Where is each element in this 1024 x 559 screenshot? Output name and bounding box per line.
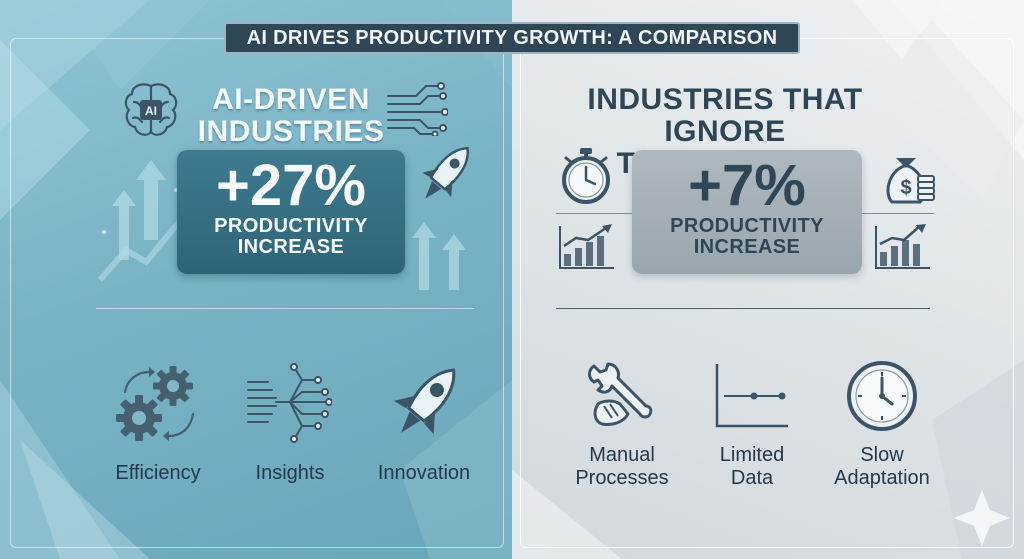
rocket-header-icon — [422, 146, 469, 199]
right-stat-box: +7% PRODUCTIVITY INCREASE — [632, 150, 862, 274]
left-heading-line1: AI-DRIVEN — [212, 83, 370, 116]
feature-label-manual-line1: Manual — [589, 444, 655, 466]
right-divider — [556, 308, 930, 309]
stopwatch-icon — [562, 148, 610, 204]
left-stat-label-line1: PRODUCTIVITY — [214, 215, 368, 237]
small-bar-chart-left-icon — [559, 224, 614, 269]
right-heading-line1: INDUSTRIES THAT — [587, 83, 863, 116]
feature-label-insights: Insights — [255, 462, 325, 484]
growth-arrows-icon — [97, 160, 186, 282]
right-stat-value: +7% — [688, 153, 806, 218]
circuit-network-icon — [247, 363, 332, 443]
feature-label-innovation: Innovation — [377, 462, 471, 484]
flat-line-chart-icon — [715, 364, 788, 428]
left-stat-box: +27% PRODUCTIVITY INCREASE — [177, 150, 405, 274]
feature-label-limited-data: Limited Data — [692, 444, 812, 490]
feature-label-limited-line2: Data — [730, 467, 774, 489]
brain-chip-icon: AI — [124, 83, 178, 136]
right-stat-label-line1: PRODUCTIVITY — [670, 215, 824, 237]
left-heading-line2: INDUSTRIES — [197, 115, 385, 148]
feature-label-slow-line1: Slow — [860, 444, 904, 466]
feature-label-manual-line2: Processes — [575, 467, 669, 489]
money-bag-icon: $ — [886, 158, 935, 204]
left-heading: AI-DRIVEN INDUSTRIES — [196, 84, 386, 148]
feature-label-manual-processes: Manual Processes — [556, 444, 688, 490]
left-stat-label-line2: INCREASE — [237, 236, 345, 258]
right-stat-label-line2: INCREASE — [693, 236, 801, 258]
wrench-hand-icon — [588, 362, 653, 426]
money-bag-symbol: $ — [900, 177, 911, 199]
left-stat-value: +27% — [216, 153, 366, 218]
feature-label-slow-adaptation: Slow Adaptation — [816, 444, 948, 490]
feature-label-limited-line1: Limited — [719, 444, 785, 466]
feature-label-efficiency: Efficiency — [115, 462, 201, 484]
page-title: AI DRIVES PRODUCTIVITY GROWTH: A COMPARI… — [224, 22, 800, 54]
right-header-rule-right — [860, 213, 934, 214]
left-divider — [96, 308, 474, 309]
gears-icon — [116, 366, 195, 441]
rocket-icon — [393, 368, 456, 435]
right-panel — [512, 0, 1024, 559]
right-header-rule-left — [556, 213, 634, 214]
up-arrows-right-icon — [412, 222, 466, 290]
feature-label-slow-line2: Adaptation — [834, 467, 930, 489]
clock-icon — [847, 361, 917, 431]
brain-chip-label: AI — [145, 104, 157, 118]
small-bar-chart-right-icon — [875, 224, 930, 269]
circuit-lines-icon — [387, 82, 448, 136]
background-geometry-right — [512, 0, 1024, 559]
